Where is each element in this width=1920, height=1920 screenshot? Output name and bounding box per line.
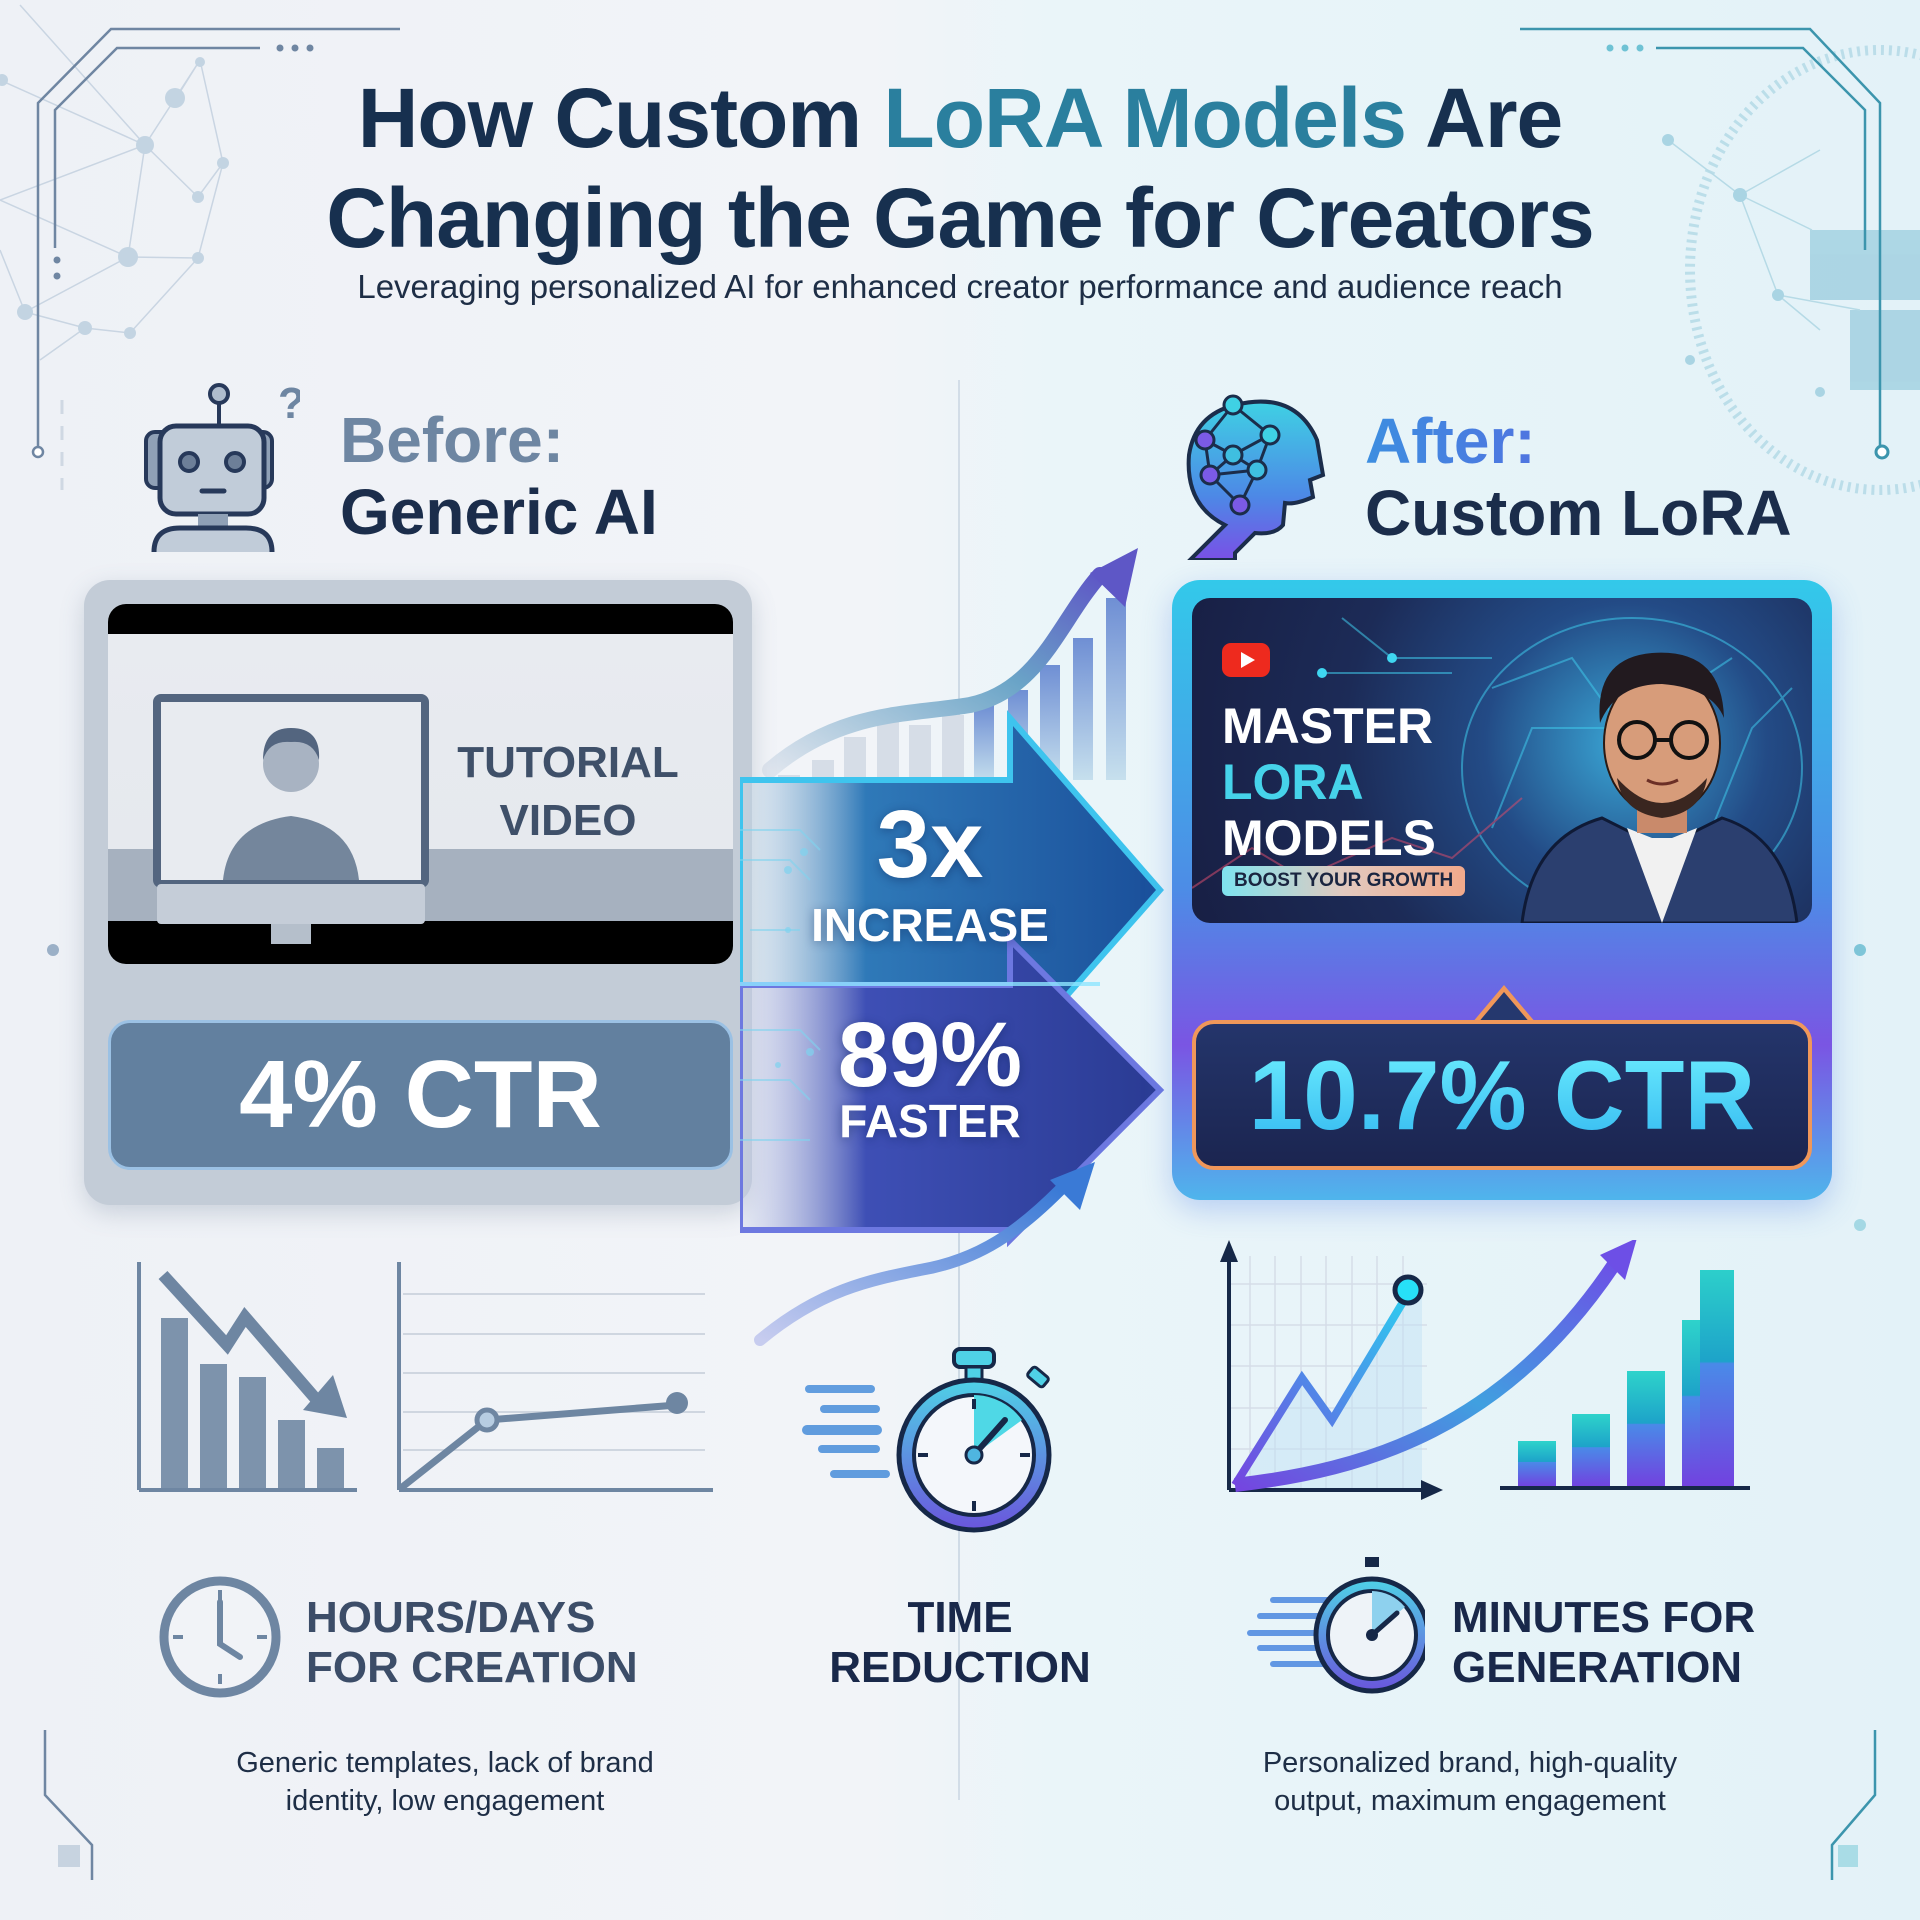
after-description: Personalized brand, high-quality output,… — [1160, 1744, 1780, 1820]
stat-ctr-increase-label: INCREASE — [811, 899, 1049, 951]
video-thumbnail-custom[interactable]: MASTER LORA MODELS BOOST YOUR GROWTH — [1192, 598, 1812, 923]
title-line-2: Changing the Game for Creators — [326, 171, 1595, 265]
after-video-card: MASTER LORA MODELS BOOST YOUR GROWTH 10.… — [1172, 580, 1832, 1200]
stat-ctr-increase-value: 3x — [876, 791, 984, 898]
page-title: How Custom LoRA Models Are Changing the … — [0, 68, 1920, 268]
page-subtitle: Leveraging personalized AI for enhanced … — [357, 268, 1563, 305]
before-label: Before: — [340, 404, 565, 476]
thumbnail-line-1: MASTER — [1222, 698, 1434, 754]
thumbnail-line-2: LORA — [1222, 754, 1364, 810]
after-time-label: MINUTES FOR GENERATION — [1452, 1593, 1755, 1693]
title-text: How Custom — [357, 71, 884, 165]
svg-text:?: ? — [278, 382, 300, 428]
after-time-line-2: GENERATION — [1452, 1643, 1743, 1692]
rising-line-chart-icon — [1220, 1240, 1637, 1500]
stat-speed-label: FASTER — [839, 1095, 1021, 1147]
growing-bar-chart-icon — [1500, 1320, 1700, 1490]
before-video-card: TUTORIAL VIDEO 4% CTR — [84, 580, 752, 1205]
before-description: Generic templates, lack of brand identit… — [150, 1744, 740, 1820]
monitor-person-icon — [153, 694, 429, 944]
comparison-arrow — [740, 709, 1165, 1248]
ctr-after-badge: 10.7% CTR — [1192, 1020, 1812, 1170]
ctr-pointer — [1472, 985, 1536, 1024]
ctr-before-badge: 4% CTR — [108, 1020, 733, 1170]
declining-bar-chart-icon — [137, 1262, 357, 1492]
growth-arrow-decoration — [762, 548, 1138, 780]
tallest-bar-icon — [1700, 1270, 1750, 1490]
before-time-line-2: FOR CREATION — [306, 1643, 638, 1692]
after-desc-line-1: Personalized brand, high-quality — [1262, 1747, 1678, 1779]
ctr-before-value: 4% CTR — [239, 1041, 602, 1148]
after-title: Custom LoRA — [1365, 477, 1792, 549]
time-reduction-line-1: TIME — [907, 1593, 1013, 1642]
after-time-line-1: MINUTES FOR — [1452, 1593, 1756, 1642]
after-label: After: — [1365, 405, 1792, 477]
ctr-after-value: 10.7% CTR — [1248, 1039, 1756, 1150]
creator-portrait — [1520, 652, 1799, 923]
fast-stopwatch-icon — [1247, 1557, 1425, 1694]
before-time-line-1: HOURS/DAYS — [306, 1593, 596, 1642]
tutorial-line-2: VIDEO — [499, 796, 637, 845]
before-desc-line-1: Generic templates, lack of brand — [236, 1747, 654, 1779]
growth-arrow-lower — [754, 1162, 1095, 1346]
clock-icon — [159, 1576, 281, 1698]
stopwatch-icon — [802, 1347, 1052, 1533]
before-title: Generic AI — [340, 476, 658, 548]
before-desc-line-2: identity, low engagement — [285, 1785, 605, 1817]
flat-line-chart-icon — [397, 1262, 713, 1492]
tutorial-video-text: TUTORIAL VIDEO — [448, 734, 688, 850]
robot-question-icon: ? — [144, 382, 300, 552]
boost-growth-tag: BOOST YOUR GROWTH — [1222, 866, 1466, 896]
thumbnail-line-3: MODELS — [1222, 810, 1436, 866]
before-time-label: HOURS/DAYS FOR CREATION — [306, 1593, 638, 1693]
time-reduction-line-2: REDUCTION — [829, 1643, 1091, 1692]
thumbnail-title: MASTER LORA MODELS — [1222, 698, 1436, 866]
tutorial-line-1: TUTORIAL — [457, 738, 679, 787]
youtube-play-icon — [1222, 643, 1270, 677]
title-accent: LoRA Models — [883, 71, 1407, 165]
after-desc-line-2: output, maximum engagement — [1274, 1785, 1666, 1817]
title-text-end: Are — [1405, 71, 1563, 165]
video-thumbnail-generic[interactable]: TUTORIAL VIDEO — [108, 604, 733, 964]
time-reduction-label: TIME REDUCTION — [790, 1593, 1130, 1693]
stat-speed-value: 89% — [837, 1004, 1023, 1106]
neural-head-icon — [1186, 394, 1326, 560]
